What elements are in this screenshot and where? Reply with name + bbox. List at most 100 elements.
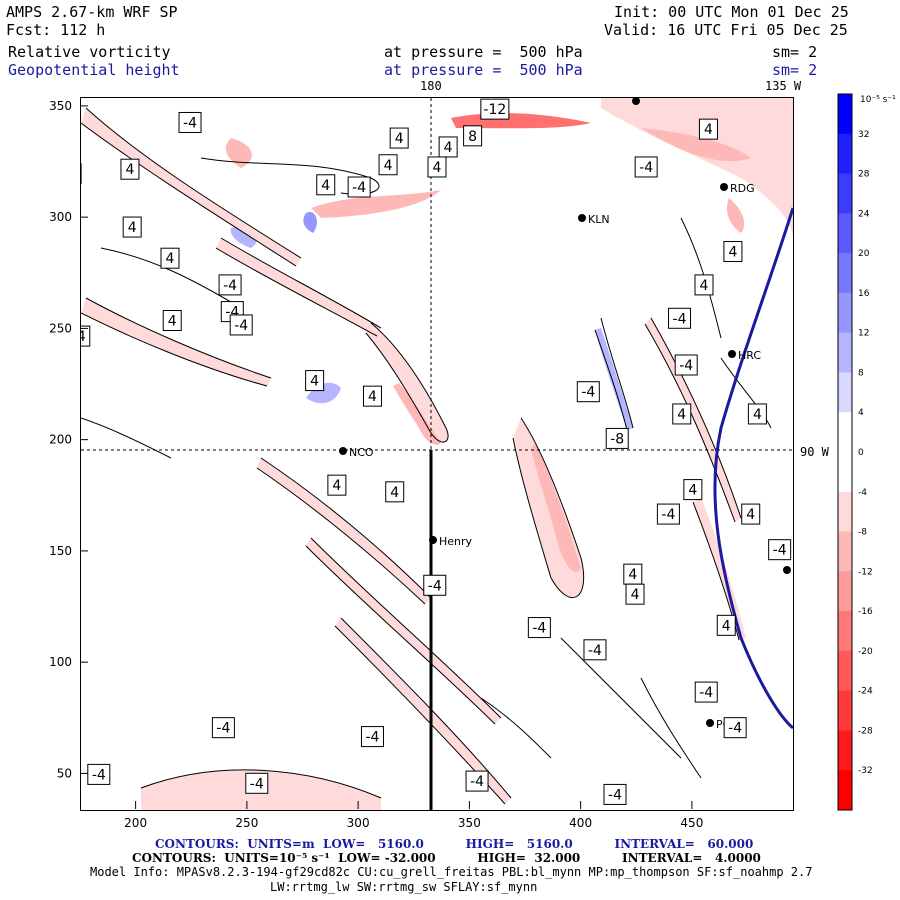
contour-label: -4 [634,156,658,178]
station-marker-rdg [720,183,728,191]
contour-label: 4 [378,154,398,176]
contour-label: -4 [178,111,202,133]
svg-text:-4: -4 [608,787,622,803]
pressure1-label: at pressure = 500 hPa [384,43,583,61]
contour-label: -4 [527,617,551,639]
svg-text:4: 4 [384,158,393,174]
contour-label: 4 [438,136,458,158]
svg-text:-4: -4 [679,358,693,374]
contour-label: -4 [229,314,253,336]
svg-text:-4: -4 [81,329,86,345]
svg-text:-4: -4 [532,621,546,637]
contour-label: -12 [480,98,510,120]
plot-area: NCO Henry KLN RDG HRC PG2 -128-444444444… [80,97,794,811]
field1-label: Relative vorticity [8,43,171,61]
svg-text:-4: -4 [728,721,742,737]
init-time: Init: 00 UTC Mon 01 Dec 25 [614,3,849,21]
colorbar: 32 28 24 20 16 12 8 4 0 -4 -8 -12 -16 -20 -24 -28 -32 10… [837,93,896,811]
contour-label: 4 [122,216,142,238]
svg-text:4: 4 [310,374,319,390]
contour-label: 8 [463,125,483,147]
vorticity-contours [81,107,772,805]
station-marker-henry [429,536,437,544]
svg-text:4: 4 [166,251,175,267]
contour-label: 4 [162,310,182,331]
colorbar-band [838,571,852,612]
model-title: AMPS 2.67-km WRF SP [6,3,178,21]
svg-text:4: 4 [746,507,755,523]
svg-text:-4: -4 [223,278,237,294]
svg-text:-4: -4 [470,774,484,790]
x-tick-label: 200 [124,816,147,830]
svg-text:4: 4 [125,162,134,178]
contour-label: 4 [698,118,718,140]
svg-text:4: 4 [728,245,737,261]
colorbar-band [838,611,852,652]
contour-label: 4 [160,247,180,269]
colorbar-tick-label: -16 [858,607,873,617]
y-tick-label: 350 [49,99,72,113]
colorbar-tick-label: 4 [858,408,864,418]
colorbar-tick-label: -8 [858,528,867,538]
contour-label: 4 [723,241,743,263]
station-marker-kln [578,214,586,222]
station-kln: KLN [588,213,610,226]
contour-label: -4 [465,770,489,792]
station-henry: Henry [439,535,473,548]
station-nco: NCO [349,446,374,459]
contour-label: 4 [625,583,645,605]
colorbar-band [838,332,852,373]
contour-label: 4 [385,481,405,503]
footer-contours-height: CONTOURS: UNITS=m LOW= 5160.0 HIGH= 5160… [155,837,754,851]
colorbar-tick-label: -4 [858,488,867,498]
svg-text:4: 4 [704,122,713,138]
contour-label: 4 [694,274,714,296]
colorbar-band [838,531,852,572]
svg-text:8: 8 [468,129,477,145]
svg-text:-4: -4 [673,311,687,327]
colorbar-tick-label: -28 [858,726,873,736]
field2-label: Geopotential height [8,61,180,79]
contour-label: 4 [683,479,703,501]
svg-text:4: 4 [688,483,697,499]
svg-text:-4: -4 [234,318,248,334]
contour-label: -8 [605,427,629,449]
contour-label: -4 [211,717,235,739]
colorbar-tick-label: 8 [858,368,864,378]
colorbar-band [838,253,852,294]
colorbar-band [838,94,852,135]
colorbar-tick-label: 24 [858,209,870,219]
svg-text:4: 4 [168,314,177,330]
contour-label: 4 [427,156,447,178]
contour-label: -4 [218,274,242,296]
svg-text:-4: -4 [639,160,653,176]
x-tick-label: 450 [680,816,703,830]
svg-text:4: 4 [128,220,137,236]
shaded-features [81,98,793,810]
svg-text:4: 4 [321,178,330,194]
svg-text:4: 4 [628,567,637,583]
svg-text:4: 4 [700,278,709,294]
contour-label: -4 [674,354,698,376]
svg-text:-4: -4 [365,730,379,746]
svg-text:-4: -4 [661,507,675,523]
y-tick-label: 50 [57,766,72,780]
contour-label: -4 [245,772,269,794]
svg-text:-12: -12 [483,102,506,118]
colorbar-tick-label: -24 [858,687,873,697]
svg-text:4: 4 [332,478,341,494]
contour-label: 4 [120,158,140,180]
contour-label: -4 [87,763,111,785]
contour-label: -4 [668,307,692,329]
svg-text:-4: -4 [773,543,787,559]
colorbar-unit: 10⁻⁵ s⁻¹ [860,95,896,105]
svg-text:-8: -8 [610,431,624,447]
colorbar-band [838,372,852,413]
colorbar-tick-label: -20 [858,647,873,657]
svg-text:4: 4 [390,485,399,501]
colorbar-tick-label: 28 [858,170,870,180]
geopotential-contour [713,207,793,730]
y-tick-label: 100 [49,655,72,669]
svg-text:4: 4 [722,618,731,634]
colorbar-tick-label: 20 [858,249,870,259]
